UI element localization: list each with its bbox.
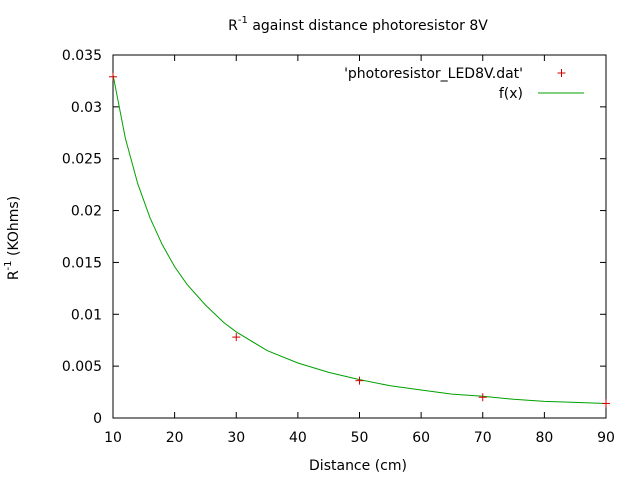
y-tick-label: 0.02 — [71, 204, 102, 220]
x-tick-label: 30 — [227, 430, 245, 446]
y-tick-label: 0 — [93, 411, 102, 427]
data-point — [602, 399, 610, 408]
x-tick-label: 70 — [474, 430, 492, 446]
y-axis-label: R-1 (KOhms) — [3, 196, 22, 280]
x-tick-label: 90 — [597, 430, 615, 446]
x-tick-label: 40 — [289, 430, 307, 446]
legend-label-fit: f(x) — [499, 86, 523, 102]
x-tick-label: 60 — [412, 430, 430, 446]
data-point — [355, 376, 364, 385]
chart-title-suffix: against distance photoresistor 8V — [248, 18, 488, 34]
fit-line — [112, 74, 607, 404]
plot-frame — [112, 54, 607, 419]
y-axis-label-prefix: R — [6, 270, 22, 280]
y-axis-label-superscript: -1 — [3, 260, 14, 270]
data-point — [109, 72, 117, 81]
x-tick-label: 80 — [535, 430, 553, 446]
chart-title-superscript: -1 — [238, 15, 248, 26]
chart-title-prefix: R — [228, 18, 238, 34]
y-tick-label: 0.03 — [71, 100, 102, 116]
y-tick-label: 0.025 — [62, 152, 102, 168]
x-axis-label: Distance (cm) — [309, 458, 407, 474]
x-tick-label: 50 — [351, 430, 369, 446]
y-tick-label: 0.015 — [62, 255, 102, 271]
plot-area: 10 20 30 40 50 60 70 80 90 0 0.005 0.01 0.015 0.02 0.0… — [62, 48, 615, 446]
y-tick-label: 0.01 — [71, 307, 102, 323]
y-tick-label: 0.005 — [62, 359, 102, 375]
y-tick-label: 0.035 — [62, 48, 102, 64]
x-tick-label: 20 — [166, 430, 184, 446]
data-point — [232, 333, 241, 342]
chart-title: R-1 against distance photoresistor 8V — [228, 15, 488, 34]
x-tick-label: 10 — [104, 430, 122, 446]
legend-label-data: 'photoresistor_LED8V.dat' — [344, 66, 523, 82]
data-point — [478, 393, 487, 402]
y-axis-label-suffix: (KOhms) — [6, 196, 22, 261]
